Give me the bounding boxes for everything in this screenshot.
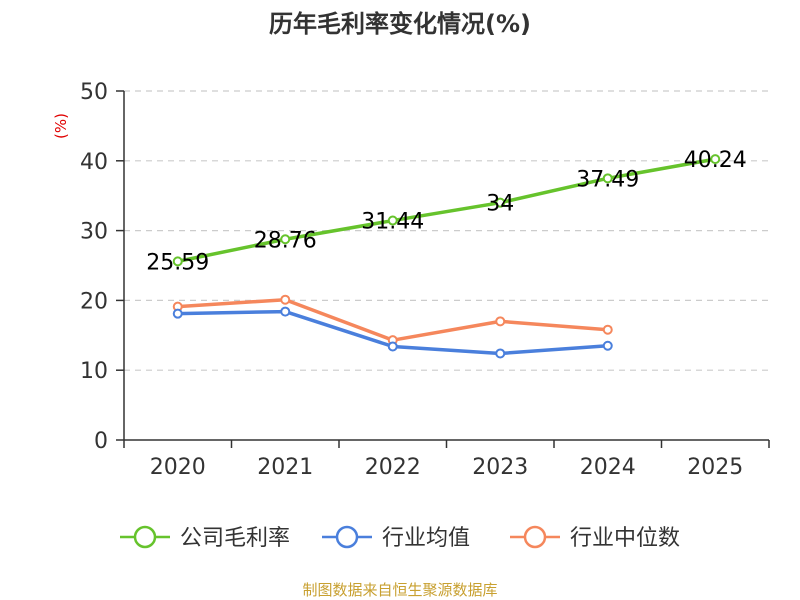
data-point[interactable] (172, 256, 183, 267)
legend-label: 公司毛利率 (180, 526, 290, 551)
legend-label: 行业均值 (382, 526, 470, 551)
series-2 (172, 306, 613, 359)
data-labels: 25.59 28.76 31.44 34 37.49 40.24 (146, 148, 746, 275)
series-1 (172, 154, 721, 267)
data-point[interactable] (495, 197, 506, 208)
grid (124, 90, 769, 371)
x-tick-label: 2020 (150, 455, 206, 480)
data-point[interactable] (280, 234, 291, 245)
y-tick-label: 0 (94, 429, 108, 454)
data-label: 31.44 (361, 210, 424, 235)
legend-marker (133, 525, 157, 549)
y-tick-label: 40 (80, 150, 108, 175)
data-point[interactable] (602, 340, 613, 351)
data-point[interactable] (387, 341, 398, 352)
x-tick-label: 2021 (257, 455, 313, 480)
legend-marker (523, 525, 547, 549)
legend-item[interactable]: 行业均值 (322, 525, 470, 551)
data-label: 40.24 (684, 148, 747, 173)
x-tick-label: 2025 (687, 455, 743, 480)
data-point[interactable] (602, 173, 613, 184)
source-note: 制图数据来自恒生聚源数据库 (302, 581, 497, 599)
legend: 公司毛利率 行业均值 行业中位数 (120, 525, 680, 551)
y-tick-label: 10 (80, 359, 108, 384)
data-label: 37.49 (576, 167, 639, 192)
chart-title: 历年毛利率变化情况(%) (269, 10, 531, 38)
y-tick-label: 30 (80, 220, 108, 245)
series-layer (172, 154, 721, 359)
data-label: 34 (486, 192, 514, 217)
y-axis-label: (%) (52, 113, 70, 139)
legend-marker (335, 525, 359, 549)
data-point[interactable] (602, 324, 613, 335)
data-point[interactable] (172, 308, 183, 319)
series-line (176, 297, 610, 342)
series-3 (172, 294, 613, 346)
data-point[interactable] (387, 215, 398, 226)
data-point[interactable] (495, 348, 506, 359)
legend-item[interactable]: 行业中位数 (510, 525, 680, 551)
data-point[interactable] (280, 294, 291, 305)
x-tick-label: 2022 (365, 455, 421, 480)
series-line (176, 157, 717, 264)
data-point[interactable] (495, 316, 506, 327)
x-tick-label: 2023 (472, 455, 528, 480)
x-tick-label: 2024 (580, 455, 636, 480)
data-point[interactable] (280, 306, 291, 317)
data-label: 28.76 (254, 228, 317, 253)
data-point[interactable] (710, 154, 721, 165)
y-tick-label: 50 (80, 80, 108, 105)
data-label: 25.59 (146, 250, 209, 275)
legend-item[interactable]: 公司毛利率 (120, 525, 290, 551)
y-tick-label: 20 (80, 289, 108, 314)
legend-label: 行业中位数 (570, 526, 680, 551)
axes: 0 10 20 30 40 50 2020 2021 2022 2023 2024 2025 (80, 80, 770, 480)
